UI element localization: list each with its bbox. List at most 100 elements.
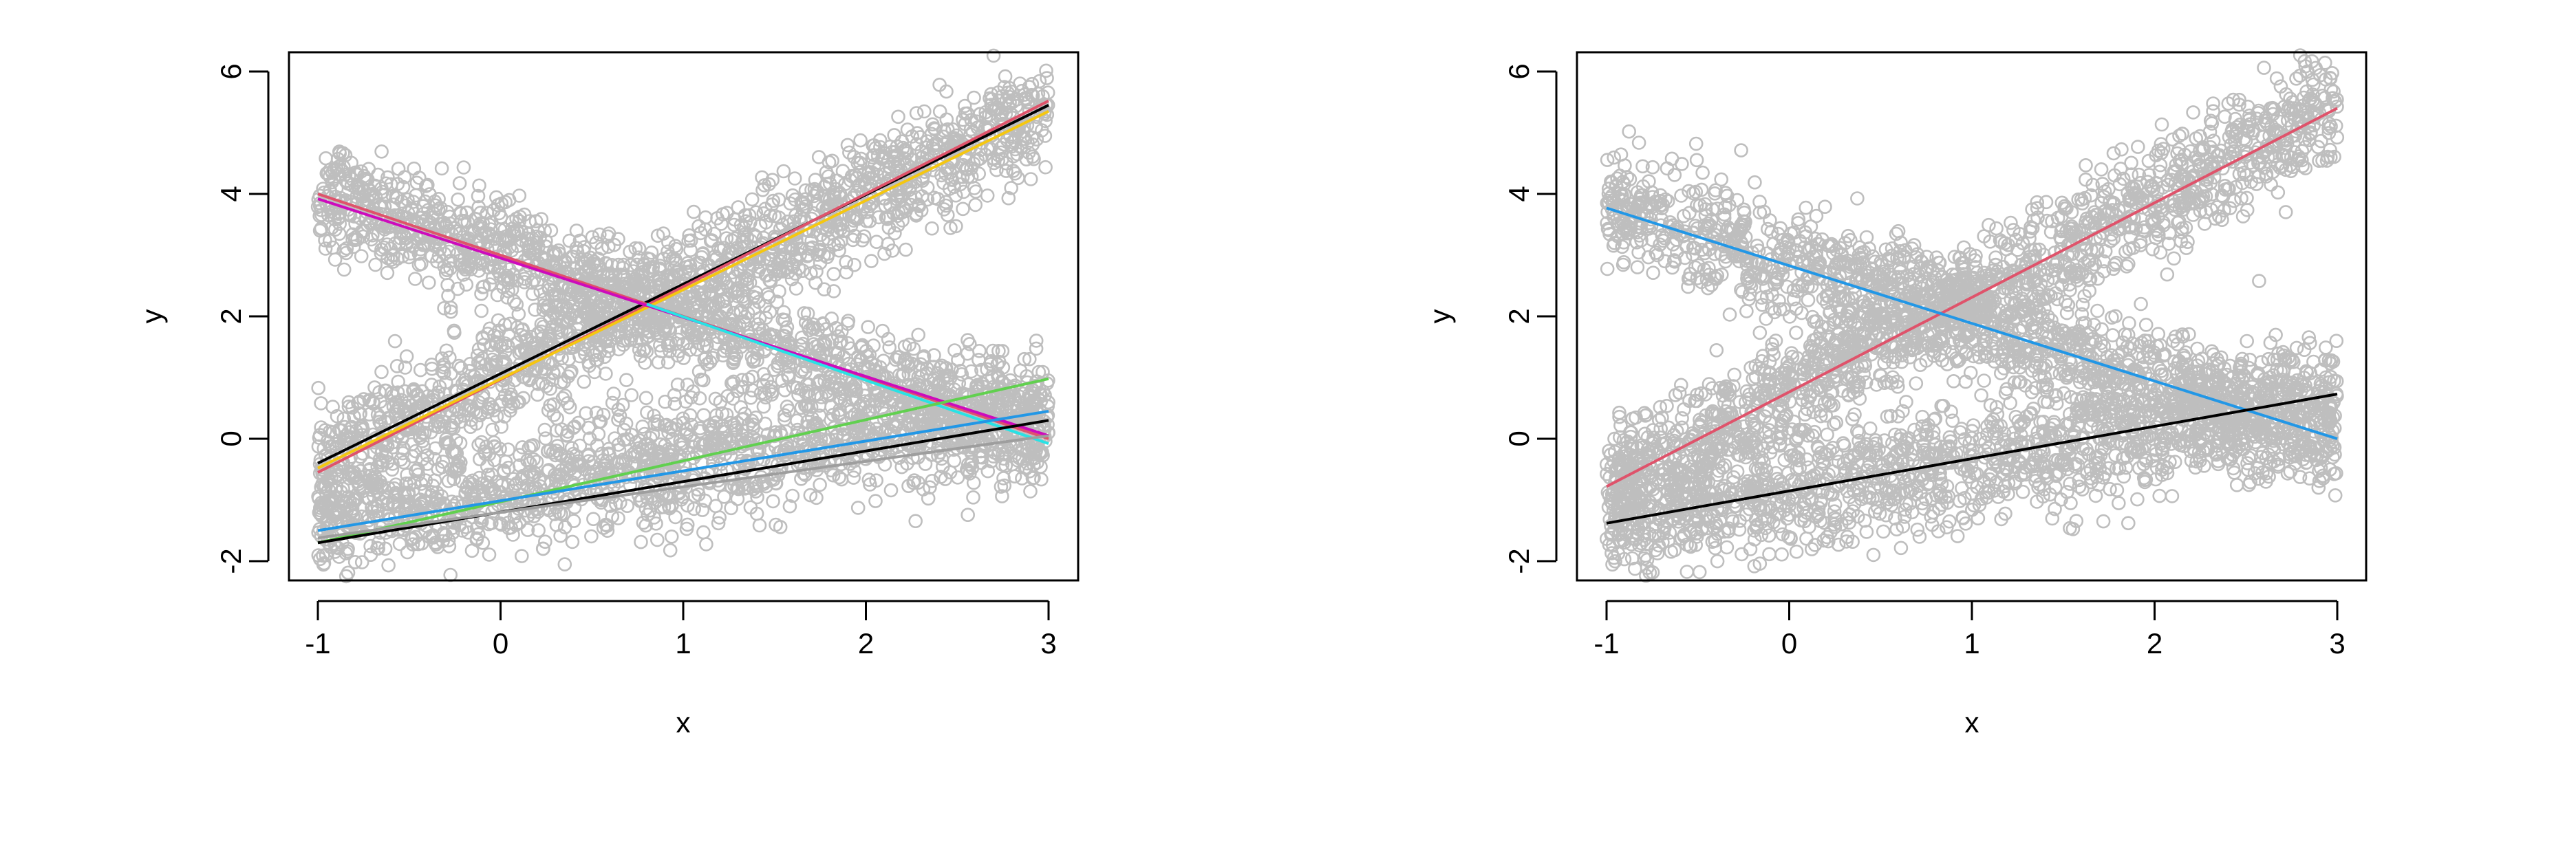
data-point — [960, 106, 975, 121]
data-point — [941, 208, 955, 223]
data-point — [1038, 129, 1053, 143]
data-point — [536, 541, 550, 556]
y-tick-label: -2 — [215, 548, 247, 574]
data-point — [910, 137, 924, 151]
data-point — [900, 146, 914, 161]
data-point — [380, 170, 395, 185]
data-point — [664, 529, 679, 544]
data-point — [852, 155, 868, 171]
data-point — [986, 48, 1001, 63]
data-point — [985, 92, 999, 107]
data-point — [339, 241, 354, 256]
data-point — [713, 217, 729, 231]
y-axis-title: y — [136, 309, 168, 324]
data-point — [832, 391, 847, 406]
data-point — [555, 351, 569, 366]
data-point — [842, 145, 857, 160]
data-point — [982, 107, 996, 122]
data-point — [419, 179, 433, 193]
data-point — [795, 201, 811, 217]
data-point — [809, 184, 824, 199]
data-point — [517, 274, 532, 290]
data-point — [877, 246, 892, 261]
data-point — [635, 419, 650, 434]
data-point — [693, 255, 707, 270]
data-point — [506, 224, 521, 239]
data-point — [1004, 181, 1018, 195]
data-point — [586, 512, 601, 527]
x-tick-label: -1 — [305, 627, 330, 660]
data-point — [656, 251, 672, 266]
data-point — [891, 109, 905, 124]
data-point — [467, 224, 482, 239]
data-point — [328, 252, 343, 267]
data-point — [620, 499, 634, 514]
data-point — [927, 122, 943, 137]
data-point — [805, 240, 819, 255]
data-point — [810, 247, 825, 262]
data-point — [458, 402, 472, 416]
data-point — [703, 234, 718, 248]
data-point — [550, 411, 565, 426]
data-point — [894, 205, 910, 220]
data-point — [899, 157, 914, 172]
data-point — [1029, 334, 1044, 348]
data-point — [824, 400, 839, 414]
data-point — [391, 404, 405, 419]
data-point — [634, 534, 648, 549]
data-point — [341, 565, 356, 580]
data-point — [1709, 342, 1724, 358]
data-point — [729, 241, 744, 255]
data-point — [691, 298, 707, 312]
data-point — [694, 287, 709, 302]
data-point — [656, 322, 671, 337]
data-point — [399, 349, 414, 364]
data-point — [599, 367, 613, 381]
data-point — [537, 292, 552, 307]
data-point — [311, 439, 326, 454]
data-point — [339, 246, 354, 261]
data-point — [730, 281, 745, 296]
y-tick-label: 2 — [215, 308, 247, 324]
data-point — [853, 133, 868, 148]
data-point — [592, 227, 607, 242]
data-point — [683, 243, 698, 258]
data-point — [763, 208, 777, 223]
data-point — [882, 340, 897, 355]
data-point — [972, 166, 986, 181]
data-point — [480, 404, 495, 419]
data-point — [1018, 87, 1032, 102]
data-point — [751, 254, 766, 270]
data-point — [378, 176, 394, 191]
data-point — [443, 567, 458, 582]
data-point — [994, 145, 1009, 160]
data-point — [830, 173, 844, 188]
data-point — [1006, 164, 1020, 178]
data-point — [726, 305, 741, 320]
data-point — [964, 169, 979, 184]
data-point — [920, 134, 935, 149]
data-point — [996, 471, 1011, 486]
data-point — [2079, 158, 2093, 173]
data-point — [1022, 80, 1037, 94]
data-point — [811, 150, 826, 164]
data-point — [820, 191, 835, 206]
data-point — [868, 494, 883, 508]
data-point — [1024, 130, 1039, 145]
data-point — [391, 162, 406, 176]
data-point — [406, 383, 421, 398]
data-point — [738, 208, 753, 223]
data-point — [322, 233, 337, 248]
data-point — [1008, 142, 1022, 157]
data-point — [528, 214, 544, 229]
data-point — [857, 173, 872, 188]
data-point — [873, 140, 888, 155]
data-point — [486, 270, 500, 285]
data-point — [431, 201, 446, 217]
data-point — [911, 327, 925, 342]
data-point — [491, 197, 506, 212]
data-point — [538, 431, 553, 446]
data-point — [995, 89, 1009, 104]
data-point — [526, 363, 541, 378]
